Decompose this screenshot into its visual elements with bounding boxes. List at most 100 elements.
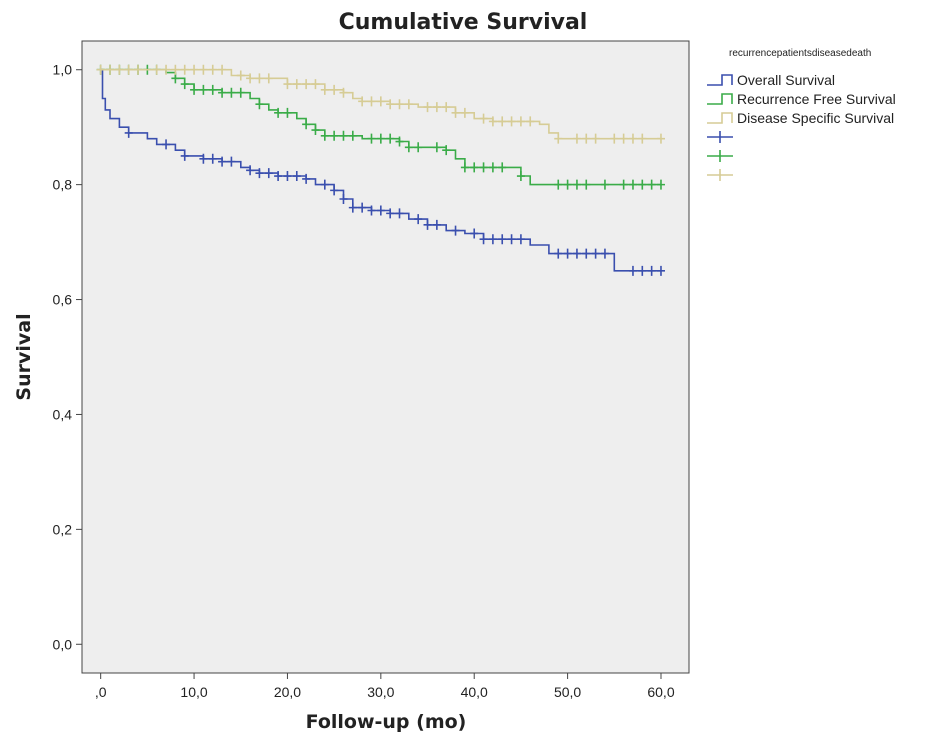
legend-line-swatch xyxy=(707,93,733,105)
x-tick-label: ,0 xyxy=(95,684,107,700)
censor-mark xyxy=(656,179,665,190)
censor-mark xyxy=(376,96,385,107)
censor-mark xyxy=(395,208,404,219)
censor-mark xyxy=(311,79,320,90)
censor-mark xyxy=(386,99,395,110)
censor-mark xyxy=(348,130,357,141)
censor-mark xyxy=(563,248,572,259)
censor-mark xyxy=(628,265,637,276)
censor-mark xyxy=(162,64,171,75)
censor-mark xyxy=(376,133,385,144)
y-tick-label: 0,8 xyxy=(53,177,73,193)
censor-mark xyxy=(302,119,311,130)
legend-title: recurrencepatientsdiseasedeath xyxy=(729,48,871,59)
censor-mark xyxy=(423,219,432,230)
censor-mark xyxy=(152,64,161,75)
censor-mark xyxy=(507,116,516,127)
y-tick-label: 0,2 xyxy=(53,521,73,537)
legend-entry: Disease Specific Survival xyxy=(737,110,894,126)
censor-mark xyxy=(647,265,656,276)
censor-mark xyxy=(479,234,488,245)
series-3 xyxy=(96,64,665,144)
censor-mark xyxy=(274,171,283,182)
censor-mark xyxy=(479,113,488,124)
chart-title: Cumulative Survival xyxy=(339,10,588,35)
censor-mark xyxy=(227,156,236,167)
censor-mark xyxy=(320,179,329,190)
censor-mark xyxy=(302,173,311,184)
censor-mark xyxy=(264,73,273,84)
censor-mark xyxy=(218,156,227,167)
censor-mark xyxy=(582,133,591,144)
censor-mark xyxy=(386,133,395,144)
censor-mark xyxy=(227,87,236,98)
censor-mark xyxy=(572,248,581,259)
censor-mark xyxy=(488,116,497,127)
censor-mark xyxy=(236,87,245,98)
legend-censor-swatch xyxy=(707,169,733,181)
censor-mark xyxy=(330,130,339,141)
censor-mark xyxy=(199,153,208,164)
censor-mark xyxy=(386,208,395,219)
censor-mark xyxy=(488,162,497,173)
censor-mark xyxy=(498,162,507,173)
censor-mark xyxy=(124,127,133,138)
censor-mark xyxy=(442,102,451,113)
censor-mark xyxy=(96,64,105,75)
legend-line-swatch xyxy=(707,112,733,124)
censor-mark xyxy=(451,107,460,118)
y-axis: 0,0 0,2 0,4 0,6 0,8 1,0 xyxy=(53,62,82,652)
censor-mark xyxy=(208,64,217,75)
censor-mark xyxy=(180,150,189,161)
censor-mark xyxy=(591,133,600,144)
censor-mark xyxy=(236,70,245,81)
censor-mark xyxy=(395,99,404,110)
y-tick-label: 0,6 xyxy=(53,292,73,308)
censor-mark xyxy=(451,225,460,236)
censor-mark xyxy=(320,84,329,95)
censor-mark xyxy=(190,84,199,95)
censor-mark xyxy=(498,116,507,127)
censor-mark xyxy=(554,179,563,190)
censor-mark xyxy=(330,185,339,196)
censor-mark xyxy=(292,79,301,90)
x-tick-label: 30,0 xyxy=(367,684,394,700)
censor-mark xyxy=(180,79,189,90)
censor-mark xyxy=(479,162,488,173)
censor-mark xyxy=(115,64,124,75)
censor-mark xyxy=(124,64,133,75)
censor-mark xyxy=(591,248,600,259)
censor-mark xyxy=(311,125,320,136)
censor-mark xyxy=(404,142,413,153)
censor-mark xyxy=(376,205,385,216)
censor-mark xyxy=(516,234,525,245)
censor-mark xyxy=(516,171,525,182)
censor-mark xyxy=(190,64,199,75)
censor-mark xyxy=(180,64,189,75)
censor-mark xyxy=(171,64,180,75)
censor-mark xyxy=(423,102,432,113)
censor-mark xyxy=(638,133,647,144)
censor-mark xyxy=(600,179,609,190)
censor-mark xyxy=(274,107,283,118)
censor-mark xyxy=(582,179,591,190)
censor-mark xyxy=(264,168,273,179)
censor-mark xyxy=(171,73,180,84)
censor-mark xyxy=(572,133,581,144)
censor-mark xyxy=(208,153,217,164)
censor-mark xyxy=(283,171,292,182)
series-layer xyxy=(96,64,665,276)
censor-mark xyxy=(432,102,441,113)
censor-mark xyxy=(339,194,348,204)
censor-mark xyxy=(516,116,525,127)
censor-mark xyxy=(358,96,367,107)
censor-mark xyxy=(199,84,208,95)
censor-mark xyxy=(460,107,469,118)
x-tick-label: 20,0 xyxy=(274,684,301,700)
censor-mark xyxy=(218,87,227,98)
censor-mark xyxy=(255,73,264,84)
censor-mark xyxy=(470,162,479,173)
censor-mark xyxy=(628,133,637,144)
censor-mark xyxy=(320,130,329,141)
